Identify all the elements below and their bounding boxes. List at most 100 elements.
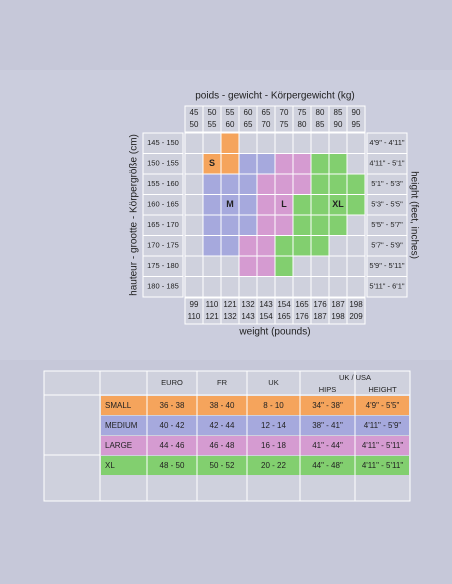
lb-label: 121	[223, 300, 237, 309]
size-label: M	[226, 199, 234, 209]
grid-cell	[238, 153, 258, 175]
grid-cell	[256, 194, 276, 216]
table-subheader: HIPS	[319, 385, 337, 394]
size-value: 48 - 50	[160, 461, 185, 470]
grid-cell	[256, 214, 276, 236]
size-value: 40 - 42	[160, 421, 185, 430]
size-name: XL	[105, 461, 115, 470]
grid-cell	[184, 276, 204, 298]
size-label: S	[209, 158, 215, 168]
grid-cell	[202, 173, 222, 195]
size-value: 20 - 22	[261, 461, 286, 470]
lb-label: 198	[331, 312, 345, 321]
row-label-cell	[366, 276, 408, 298]
grid-cell	[328, 255, 348, 277]
grid-cell	[202, 132, 222, 154]
lb-label: 132	[223, 312, 237, 321]
grid-cell	[292, 214, 312, 236]
grid-cell	[328, 214, 348, 236]
kg-label: 50	[190, 120, 199, 129]
grid-cell	[220, 255, 240, 277]
lb-label: 121	[205, 312, 219, 321]
kg-label: 95	[352, 120, 361, 129]
grid-cell	[328, 235, 348, 257]
kg-label: 75	[280, 120, 289, 129]
lb-label: 187	[331, 300, 345, 309]
size-value: 16 - 18	[261, 441, 286, 450]
grid-cell	[202, 255, 222, 277]
lb-label: 187	[313, 312, 327, 321]
grid-cell	[220, 153, 240, 175]
grid-cell	[346, 132, 366, 154]
lb-label: 99	[190, 300, 199, 309]
grid-cell	[220, 235, 240, 257]
lb-label: 176	[295, 312, 309, 321]
grid-cell	[274, 276, 294, 298]
kg-label: 90	[334, 120, 343, 129]
size-value: 4'9" - 5'5"	[366, 401, 400, 410]
kg-label: 45	[190, 108, 199, 117]
size-value: 44 - 46	[160, 441, 185, 450]
grid-cell	[238, 194, 258, 216]
col-label-cell	[346, 297, 366, 325]
kg-label: 65	[244, 120, 253, 129]
kg-label: 70	[280, 108, 289, 117]
size-row	[101, 456, 409, 475]
table-header: UK	[268, 378, 278, 387]
size-label: L	[281, 199, 287, 209]
grid-cell	[256, 276, 276, 298]
size-row	[101, 396, 409, 415]
lb-label: 143	[241, 312, 255, 321]
grid-cell	[256, 153, 276, 175]
grid-cell	[238, 255, 258, 277]
kg-label: 60	[226, 120, 235, 129]
grid-bottom-title: weight (pounds)	[238, 327, 310, 338]
grid-cell	[256, 235, 276, 257]
size-value: 41" - 44"	[312, 441, 343, 450]
table-header: FR	[217, 378, 228, 387]
grid-cell	[346, 194, 366, 216]
grid-cell	[310, 276, 330, 298]
size-name: MEDIUM	[105, 421, 138, 430]
grid-cell	[238, 132, 258, 154]
grid-cell	[346, 173, 366, 195]
kg-label: 65	[262, 108, 271, 117]
grid-cell	[310, 132, 330, 154]
lb-label: 154	[277, 300, 291, 309]
kg-label: 70	[262, 120, 271, 129]
grid-right-title: height (feet, inches)	[408, 171, 419, 259]
size-value: 44" - 48"	[312, 461, 343, 470]
grid-cell	[328, 132, 348, 154]
cm-label: 160 - 165	[147, 200, 179, 209]
kg-label: 75	[298, 108, 307, 117]
lb-label: 143	[259, 300, 273, 309]
ft-label: 5'3" - 5'5"	[371, 200, 403, 209]
grid-cell	[346, 153, 366, 175]
size-name: LARGE	[105, 441, 132, 450]
ft-label: 5'11" - 6'1"	[369, 282, 404, 291]
size-value: 34" - 38"	[312, 401, 343, 410]
grid-cell	[256, 255, 276, 277]
lb-label: 198	[349, 300, 363, 309]
grid-cell	[202, 276, 222, 298]
grid-cell	[310, 194, 330, 216]
size-value: 38 - 40	[210, 401, 235, 410]
lb-label: 110	[188, 312, 201, 321]
grid-cell	[346, 276, 366, 298]
grid-cell	[184, 194, 204, 216]
size-value: 8 - 10	[263, 401, 284, 410]
ft-label: 5'9" - 5'11"	[369, 261, 404, 270]
grid-cell	[292, 132, 312, 154]
grid-cell	[310, 255, 330, 277]
grid-cell	[274, 255, 294, 277]
grid-cell	[346, 255, 366, 277]
lb-label: 176	[313, 300, 327, 309]
size-value: 4'11" - 5'9"	[364, 421, 402, 430]
grid-cell	[310, 153, 330, 175]
ft-label: 4'9" - 4'11"	[369, 138, 404, 147]
size-value: 12 - 14	[261, 421, 286, 430]
grid-title: poids - gewicht - Körpergewicht (kg)	[195, 91, 355, 102]
cm-label: 150 - 155	[147, 159, 179, 168]
grid-cell	[184, 173, 204, 195]
grid-left-title: hauteur - grootte - Körpergröße (cm)	[129, 134, 140, 296]
